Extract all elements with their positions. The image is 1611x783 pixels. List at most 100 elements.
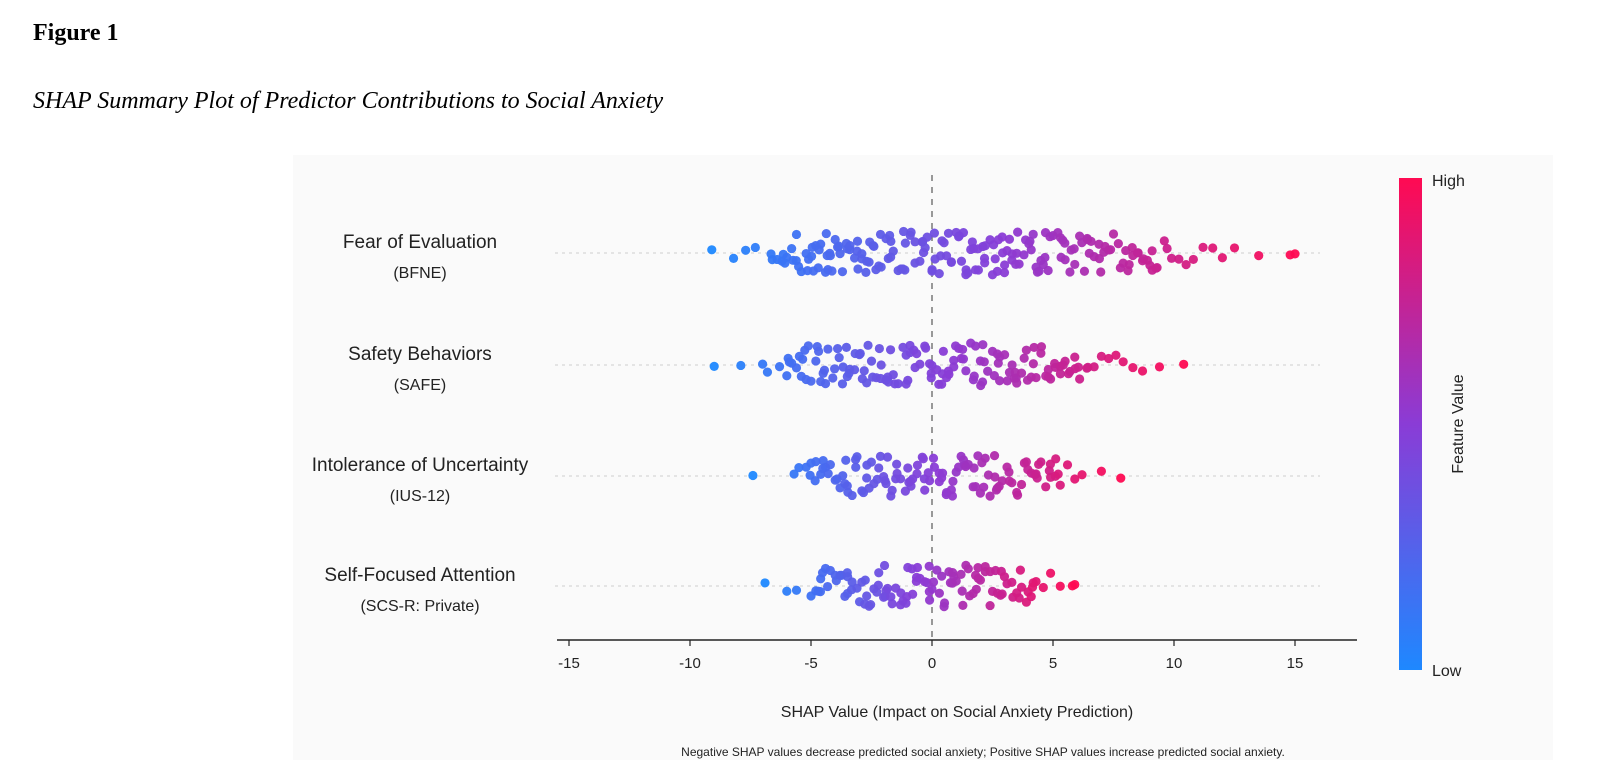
shap-point xyxy=(912,349,922,359)
shap-point xyxy=(1014,259,1024,269)
shap-point xyxy=(911,576,921,586)
shap-point xyxy=(782,371,792,381)
shap-point xyxy=(923,468,933,478)
shap-point xyxy=(973,451,983,461)
shap-point xyxy=(866,457,876,467)
shap-point xyxy=(866,356,877,366)
shap-point xyxy=(958,600,968,610)
shap-point xyxy=(1070,579,1080,590)
shap-point xyxy=(1069,244,1079,254)
shap-point xyxy=(937,468,948,478)
shap-point xyxy=(1111,350,1121,360)
shap-point xyxy=(903,463,913,473)
shap-point xyxy=(918,454,928,464)
shap-point xyxy=(908,589,918,599)
shap-point xyxy=(950,341,961,351)
shap-point xyxy=(1254,251,1264,261)
shap-point xyxy=(971,584,981,594)
x-tick-label: -5 xyxy=(804,655,817,672)
shap-point xyxy=(845,241,855,251)
shap-point xyxy=(951,576,961,586)
shap-point xyxy=(915,359,925,369)
shap-point xyxy=(823,344,833,354)
shap-point xyxy=(830,364,840,374)
shap-point xyxy=(1013,227,1023,237)
shap-point xyxy=(868,240,878,251)
shap-point xyxy=(949,355,959,365)
shap-point xyxy=(921,343,931,353)
shap-point xyxy=(1179,359,1189,369)
shap-point xyxy=(937,571,947,581)
shap-point xyxy=(1108,229,1119,239)
shap-point xyxy=(890,379,900,389)
shap-point xyxy=(1043,364,1053,375)
shap-point xyxy=(1073,362,1083,372)
shap-point xyxy=(928,577,939,587)
shap-point xyxy=(863,340,873,350)
shap-point xyxy=(1174,254,1184,264)
shap-point xyxy=(1290,249,1300,259)
shap-point xyxy=(837,379,848,389)
shap-point xyxy=(958,344,968,355)
shap-point xyxy=(1036,342,1047,352)
shap-point xyxy=(814,245,824,255)
shap-point xyxy=(956,569,966,579)
shap-point xyxy=(924,595,935,605)
x-tick-label: -10 xyxy=(679,655,701,672)
shap-point xyxy=(872,587,882,597)
shap-point xyxy=(892,459,902,469)
shap-point xyxy=(887,485,897,495)
shap-point xyxy=(957,586,967,596)
shap-point xyxy=(821,228,831,239)
shap-point xyxy=(963,564,973,574)
shap-point xyxy=(1058,360,1068,370)
shap-point xyxy=(1147,246,1157,256)
shap-point xyxy=(912,460,923,470)
shap-point xyxy=(860,575,870,585)
shap-point xyxy=(1116,473,1126,483)
shap-point xyxy=(906,227,916,237)
shap-point xyxy=(997,232,1007,242)
shap-point xyxy=(969,463,979,473)
shap-point xyxy=(798,354,808,364)
shap-point xyxy=(1029,342,1039,353)
shap-point xyxy=(748,470,758,481)
shap-point xyxy=(1113,239,1123,249)
shap-point xyxy=(762,367,773,377)
shap-point xyxy=(973,573,983,583)
shap-point xyxy=(1105,245,1116,255)
shap-point xyxy=(1118,357,1128,367)
shap-point xyxy=(1166,253,1177,263)
shap-point xyxy=(815,587,826,597)
shap-point xyxy=(806,251,817,262)
shap-point xyxy=(1012,378,1022,388)
shap-point xyxy=(922,577,932,588)
shap-point xyxy=(920,485,930,495)
shap-point xyxy=(882,452,893,462)
shap-point xyxy=(1038,582,1048,593)
shap-point xyxy=(978,340,988,350)
shap-point xyxy=(997,589,1007,599)
shap-point xyxy=(1053,469,1063,479)
shap-point xyxy=(874,463,884,473)
colorbar-title: Feature Value xyxy=(1450,374,1467,473)
shap-point xyxy=(1055,369,1065,379)
shap-point xyxy=(819,365,830,375)
shap-point xyxy=(886,592,896,602)
shap-point xyxy=(794,463,804,473)
shap-point xyxy=(969,371,979,381)
shap-point xyxy=(970,482,981,492)
shap-point xyxy=(760,578,770,588)
shap-point xyxy=(1188,254,1198,265)
feature-label: Intolerance of Uncertainty xyxy=(312,455,529,476)
shap-point xyxy=(1063,369,1074,379)
feature-abbr: (IUS-12) xyxy=(390,488,450,505)
shap-point xyxy=(1040,252,1050,263)
shap-point xyxy=(876,360,886,370)
shap-point xyxy=(1198,242,1208,252)
shap-point xyxy=(948,476,958,486)
shap-point xyxy=(834,241,844,251)
shap-point xyxy=(956,256,967,266)
shap-point xyxy=(833,344,843,354)
